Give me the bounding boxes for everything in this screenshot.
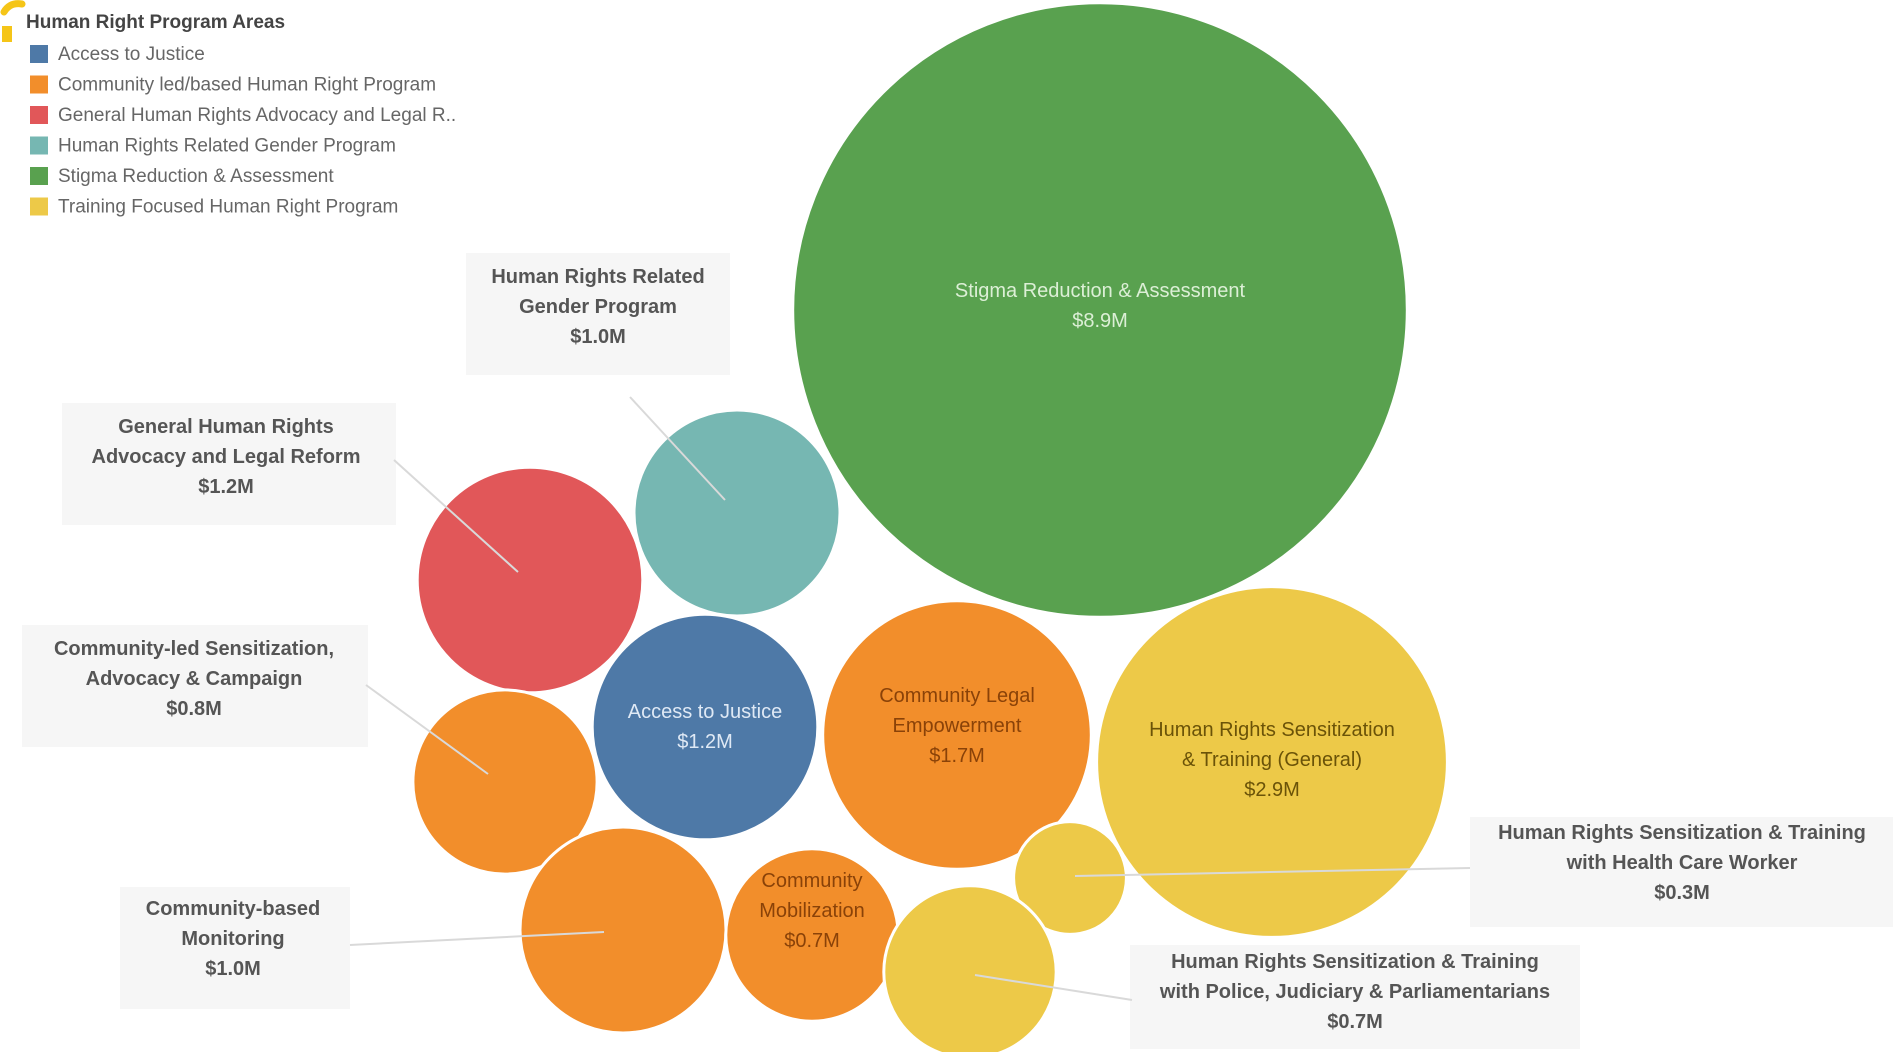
- bubble-value-label: $0.7M: [1327, 1011, 1383, 1033]
- bubble-label-line: Human Rights Related: [491, 266, 704, 288]
- legend-title: Human Right Program Areas: [26, 12, 285, 33]
- bubble-label-line: with Health Care Worker: [1566, 852, 1798, 874]
- bubble-value-label: $0.8M: [166, 698, 222, 720]
- bubble-label-line: & Training (General): [1182, 749, 1362, 771]
- leader-line: [393, 459, 519, 573]
- bubble: [821, 599, 1093, 871]
- bubble-value-label: $1.0M: [205, 958, 261, 980]
- bubble-label: Community-led Sensitization, Advocacy & C…: [54, 638, 334, 720]
- bubble-label: Human Rights Sensitization & Training wit…: [1498, 822, 1866, 904]
- bubble-label-line: Stigma Reduction & Assessment: [955, 280, 1246, 302]
- label-box: [466, 253, 730, 375]
- bubble: [1012, 820, 1128, 936]
- bubble: [415, 465, 645, 695]
- label-box: [22, 625, 368, 747]
- bubble-label: Human Rights Sensitization & Training wit…: [1159, 951, 1550, 1033]
- label-box: [1130, 945, 1580, 1049]
- bubble-label-line: Community-based: [146, 898, 320, 920]
- bubble-value-label: $0.3M: [1654, 882, 1710, 904]
- bubble-value-label: $1.2M: [677, 731, 733, 753]
- bubble-label-line: Advocacy & Campaign: [86, 668, 303, 690]
- legend-label: Community led/based Human Right Program: [58, 75, 436, 96]
- corner-marker-icon: [0, 0, 26, 42]
- leader-line: [365, 684, 489, 775]
- label-box: [1470, 817, 1893, 927]
- legend-swatch: [30, 75, 48, 94]
- bubble-label-line: Empowerment: [893, 715, 1022, 737]
- label-box: [120, 887, 350, 1009]
- bubble-value-label: $8.9M: [1072, 310, 1128, 332]
- bubble-label: Human Rights Related Gender Program $1.0M: [491, 266, 704, 348]
- legend-label: Training Focused Human Right Program: [58, 197, 398, 218]
- bubble-label-line: Gender Program: [519, 296, 677, 318]
- bubble: [632, 408, 842, 618]
- bubble-label-line: Mobilization: [759, 900, 865, 922]
- leader-line: [1074, 867, 1471, 877]
- bubble-value-label: $1.7M: [929, 745, 985, 767]
- legend-swatch: [30, 136, 48, 155]
- bubble-label: Community Mobilization $0.7M: [759, 870, 865, 952]
- bubble-label-line: Access to Justice: [628, 701, 783, 723]
- leader-line: [349, 931, 605, 946]
- legend-label: Stigma Reduction & Assessment: [58, 166, 334, 187]
- bubble-label-line: Community-led Sensitization,: [54, 638, 334, 660]
- bubble-label-line: Advocacy and Legal Reform: [92, 446, 361, 468]
- bubble: [590, 612, 820, 842]
- legend-swatch: [30, 106, 48, 124]
- bubble-value-label: $1.0M: [570, 326, 626, 348]
- bubble-label-line: Community: [761, 870, 862, 892]
- leader-line: [974, 974, 1133, 1001]
- legend-swatch: [30, 197, 48, 216]
- bubble-label-line: Human Rights Sensitization: [1149, 719, 1395, 741]
- bubble-label: Stigma Reduction & Assessment $8.9M: [955, 280, 1246, 332]
- bubble: [518, 825, 728, 1035]
- leader-line: [629, 396, 726, 501]
- legend: Human Right Program Areas Access to Justi…: [26, 12, 456, 218]
- bubble-label: Human Rights Sensitization & Training (Ge…: [1149, 719, 1395, 801]
- bubble-label: Community Legal Empowerment $1.7M: [879, 685, 1035, 767]
- bubble: [882, 884, 1058, 1052]
- legend-swatch: [30, 167, 48, 185]
- label-box: [62, 403, 396, 525]
- bubble-label: Access to Justice $1.2M: [628, 701, 783, 753]
- legend-label: Access to Justice: [58, 44, 205, 65]
- legend-swatch: [30, 45, 48, 63]
- legend-label: Human Rights Related Gender Program: [58, 136, 396, 157]
- bubble: [1095, 585, 1449, 939]
- bubble-label-line: Community Legal: [879, 685, 1035, 707]
- bubble: [791, 1, 1409, 619]
- bubble-label-line: with Police, Judiciary & Parliamentarian…: [1159, 981, 1550, 1003]
- bubble-label-line: Monitoring: [181, 928, 284, 950]
- bubble-label-line: Human Rights Sensitization & Training: [1498, 822, 1866, 844]
- bubble-label-line: Human Rights Sensitization & Training: [1171, 951, 1539, 973]
- bubble-label: General Human Rights Advocacy and Legal R…: [92, 416, 361, 498]
- bubble-value-label: $0.7M: [784, 930, 840, 952]
- bubble-label: Community-based Monitoring $1.0M: [146, 898, 320, 980]
- bubble-value-label: $1.2M: [198, 476, 254, 498]
- bubble: [411, 688, 599, 876]
- bubble-value-label: $2.9M: [1244, 779, 1300, 801]
- legend-label: General Human Rights Advocacy and Legal …: [58, 105, 456, 126]
- bubble-label-line: General Human Rights: [118, 416, 334, 438]
